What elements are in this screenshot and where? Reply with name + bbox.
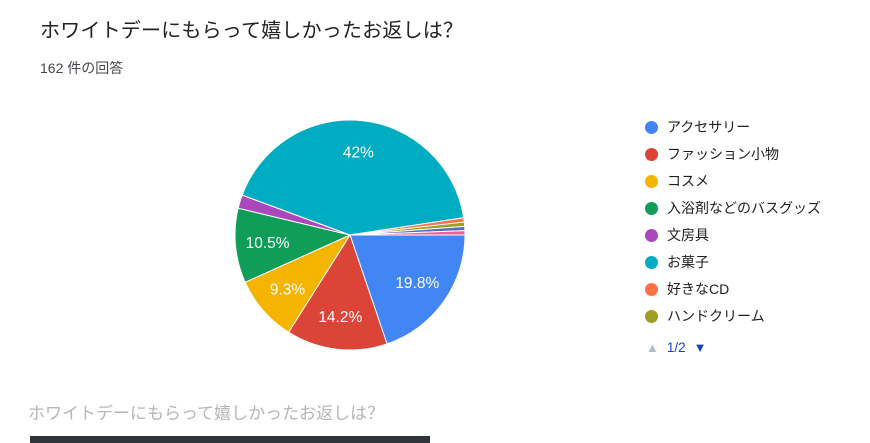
next-question-title: ホワイトデーにもらって嬉しかったお返しは？ [28,404,385,423]
response-count: 162 件の回答 [40,60,124,76]
pie-chart: 19.8% 14.2% 9.3% 10.5% 42% [234,119,466,351]
pie-slice-label: 19.8% [395,275,439,292]
legend: アクセサリーファッション小物 コスメ入浴剤などのバスグッズ 文房具お菓子好きなCD ハ… [645,118,821,334]
legend-label: コスメ [667,173,709,189]
pie-slice[interactable] [349,230,466,236]
pie-slice-label: 42% [343,145,374,162]
legend-color-dot [645,228,658,242]
pie-slice-label: 9.3% [270,281,306,298]
legend-item: お菓子 [645,253,821,271]
partial-next-element-bar [30,436,430,443]
legend-item: 文房具 [645,226,821,244]
legend-label: 好きなCD [667,281,730,297]
legend-color-dot [645,174,658,188]
legend-item: ファッション小物 [645,145,821,163]
legend-color-dot [645,120,658,134]
legend-item: ハンドクリーム [645,307,821,325]
legend-page-indicator: 1/2 [666,340,686,355]
legend-label: 入浴剤などのバスグッズ [667,200,821,216]
legend-color-dot [645,309,658,323]
legend-color-dot [645,147,658,161]
legend-page-up-icon[interactable]: ▲ [646,340,659,355]
legend-item: コスメ [645,172,821,190]
legend-color-dot [645,255,658,269]
pie-slice[interactable] [241,119,465,236]
pie-slice-label: 14.2% [318,309,362,326]
legend-label: ファッション小物 [667,146,779,162]
legend-label: ハンドクリーム [667,308,765,324]
legend-item: 好きなCD [645,280,821,298]
pie-slice[interactable] [287,233,388,351]
legend-label: 文房具 [667,227,709,243]
pie-slice-label: 10.5% [246,235,290,252]
question-title: ホワイトデーにもらって嬉しかったお返しは？ [40,20,464,42]
legend-item: 入浴剤などのバスグッズ [645,199,821,217]
legend-pagination: ▲ 1/2 ▼ [646,340,707,355]
pie-slice[interactable] [349,234,466,345]
legend-page-down-icon[interactable]: ▼ [693,340,707,355]
legend-label: アクセサリー [667,119,751,135]
pie-slice[interactable] [234,207,352,283]
legend-color-dot [645,201,658,215]
legend-item: アクセサリー [645,118,821,136]
legend-label: お菓子 [667,254,709,270]
legend-color-dot [645,282,658,296]
